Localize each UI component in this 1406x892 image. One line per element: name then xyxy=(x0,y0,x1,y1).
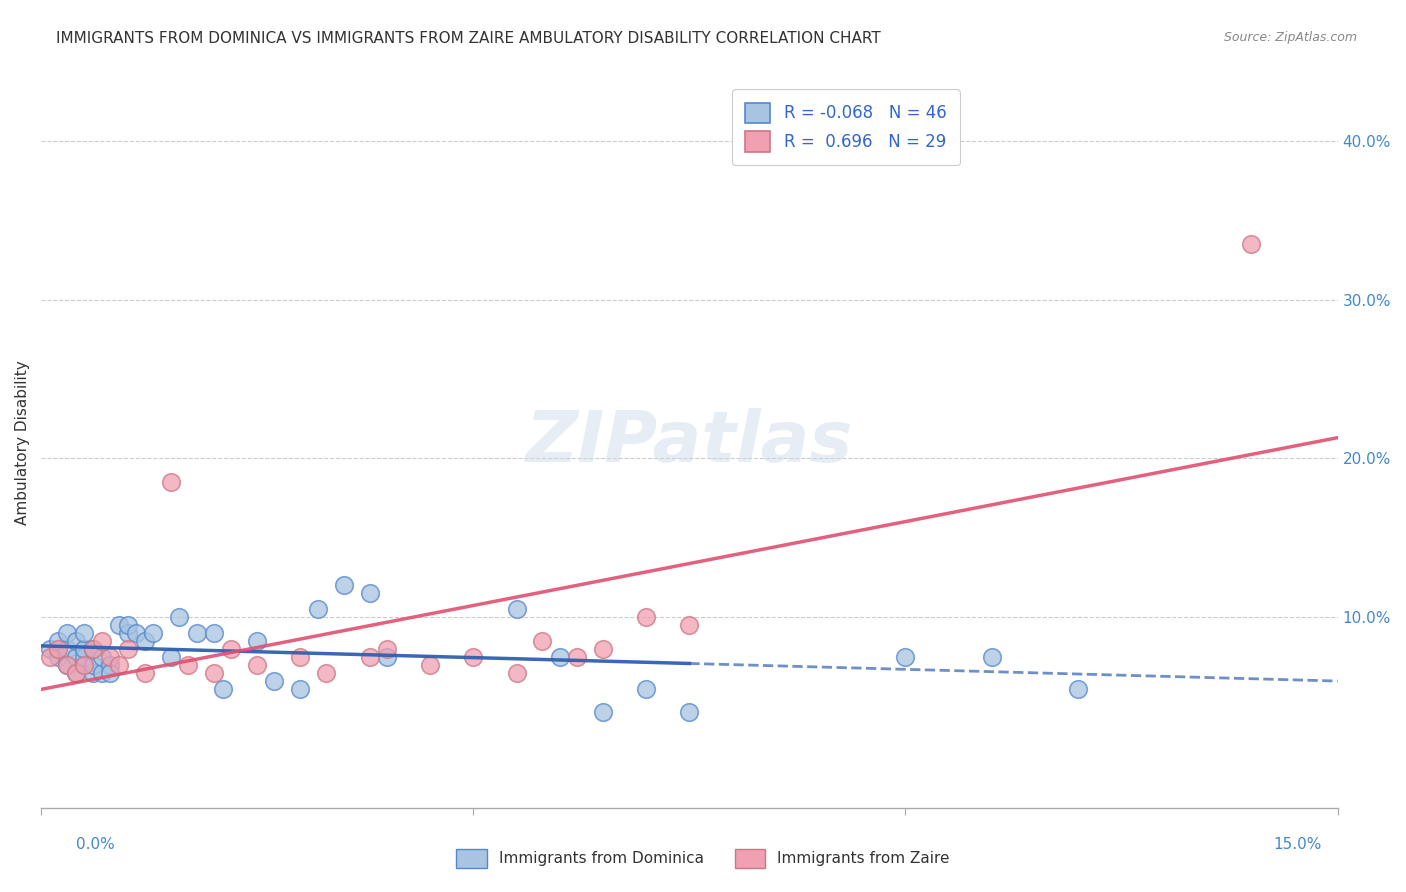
Legend: R = -0.068   N = 46, R =  0.696   N = 29: R = -0.068 N = 46, R = 0.696 N = 29 xyxy=(733,89,960,165)
Point xyxy=(98,665,121,680)
Point xyxy=(65,665,87,680)
Point xyxy=(73,626,96,640)
Point xyxy=(592,706,614,720)
Point xyxy=(678,706,700,720)
Point xyxy=(307,602,329,616)
Point xyxy=(894,649,917,664)
Point xyxy=(73,657,96,672)
Point xyxy=(90,649,112,664)
Text: ZIPatlas: ZIPatlas xyxy=(526,408,853,477)
Point xyxy=(202,626,225,640)
Point xyxy=(565,649,588,664)
Point xyxy=(169,610,191,624)
Point xyxy=(117,618,139,632)
Point xyxy=(177,657,200,672)
Point xyxy=(211,681,233,696)
Point xyxy=(38,641,60,656)
Point xyxy=(82,641,104,656)
Point xyxy=(290,681,312,696)
Point xyxy=(48,649,70,664)
Point xyxy=(375,641,398,656)
Point xyxy=(332,578,354,592)
Point xyxy=(636,610,658,624)
Point xyxy=(56,657,79,672)
Point xyxy=(592,641,614,656)
Point xyxy=(134,634,156,648)
Point xyxy=(246,657,269,672)
Point xyxy=(82,665,104,680)
Point xyxy=(202,665,225,680)
Point xyxy=(636,681,658,696)
Point xyxy=(56,641,79,656)
Point xyxy=(90,634,112,648)
Text: Source: ZipAtlas.com: Source: ZipAtlas.com xyxy=(1223,31,1357,45)
Point xyxy=(117,641,139,656)
Point xyxy=(48,634,70,648)
Point xyxy=(531,634,554,648)
Point xyxy=(56,657,79,672)
Point xyxy=(159,649,181,664)
Point xyxy=(38,649,60,664)
Point xyxy=(56,626,79,640)
Text: IMMIGRANTS FROM DOMINICA VS IMMIGRANTS FROM ZAIRE AMBULATORY DISABILITY CORRELAT: IMMIGRANTS FROM DOMINICA VS IMMIGRANTS F… xyxy=(56,31,882,46)
Point xyxy=(98,657,121,672)
Text: 15.0%: 15.0% xyxy=(1274,838,1322,852)
Point xyxy=(65,649,87,664)
Point xyxy=(73,657,96,672)
Point xyxy=(159,475,181,490)
Point xyxy=(108,618,131,632)
Point xyxy=(505,602,527,616)
Point xyxy=(419,657,441,672)
Point xyxy=(73,641,96,656)
Point xyxy=(82,641,104,656)
Point xyxy=(48,641,70,656)
Point xyxy=(548,649,571,664)
Point xyxy=(219,641,242,656)
Point xyxy=(1240,237,1263,252)
Point xyxy=(359,586,381,600)
Point xyxy=(246,634,269,648)
Point xyxy=(117,626,139,640)
Point xyxy=(263,673,285,688)
Point xyxy=(108,657,131,672)
Text: 0.0%: 0.0% xyxy=(76,838,115,852)
Point xyxy=(290,649,312,664)
Point xyxy=(980,649,1002,664)
Point xyxy=(82,657,104,672)
Point xyxy=(359,649,381,664)
Point xyxy=(90,665,112,680)
Point xyxy=(98,649,121,664)
Point xyxy=(73,649,96,664)
Point xyxy=(375,649,398,664)
Legend: Immigrants from Dominica, Immigrants from Zaire: Immigrants from Dominica, Immigrants fro… xyxy=(450,843,956,873)
Point xyxy=(134,665,156,680)
Point xyxy=(678,618,700,632)
Point xyxy=(315,665,337,680)
Point xyxy=(125,626,148,640)
Point xyxy=(463,649,485,664)
Point xyxy=(505,665,527,680)
Point xyxy=(65,665,87,680)
Point xyxy=(65,634,87,648)
Point xyxy=(1067,681,1090,696)
Point xyxy=(142,626,165,640)
Point xyxy=(186,626,208,640)
Y-axis label: Ambulatory Disability: Ambulatory Disability xyxy=(15,360,30,524)
